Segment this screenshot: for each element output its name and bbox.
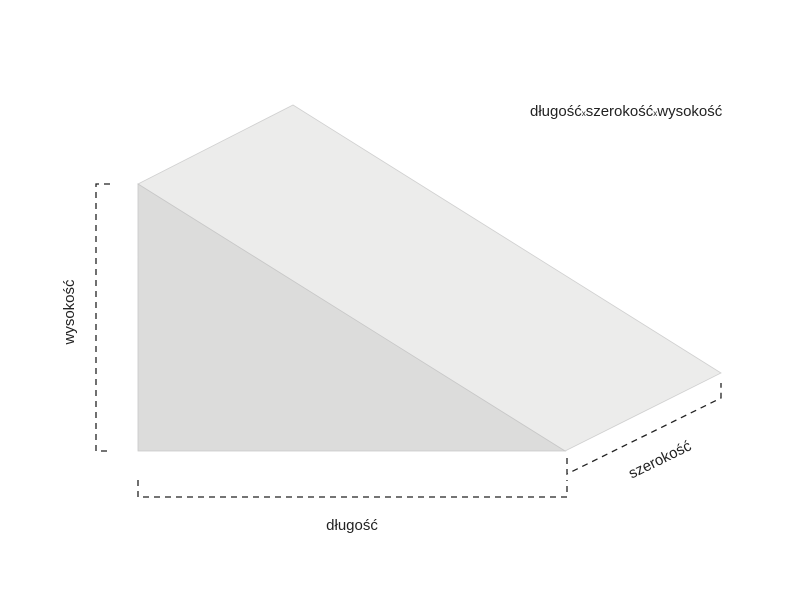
width-label: szerokość (626, 437, 695, 482)
wedge-side-face (137, 183, 567, 452)
width-dimension-line (566, 383, 722, 476)
height-label: wysokość (61, 279, 78, 346)
height-dimension-line (95, 183, 110, 452)
length-dimension-line (137, 480, 568, 498)
title-formula: długośćxszerokośćxwysokość (530, 103, 723, 120)
length-label: długość (326, 517, 378, 534)
